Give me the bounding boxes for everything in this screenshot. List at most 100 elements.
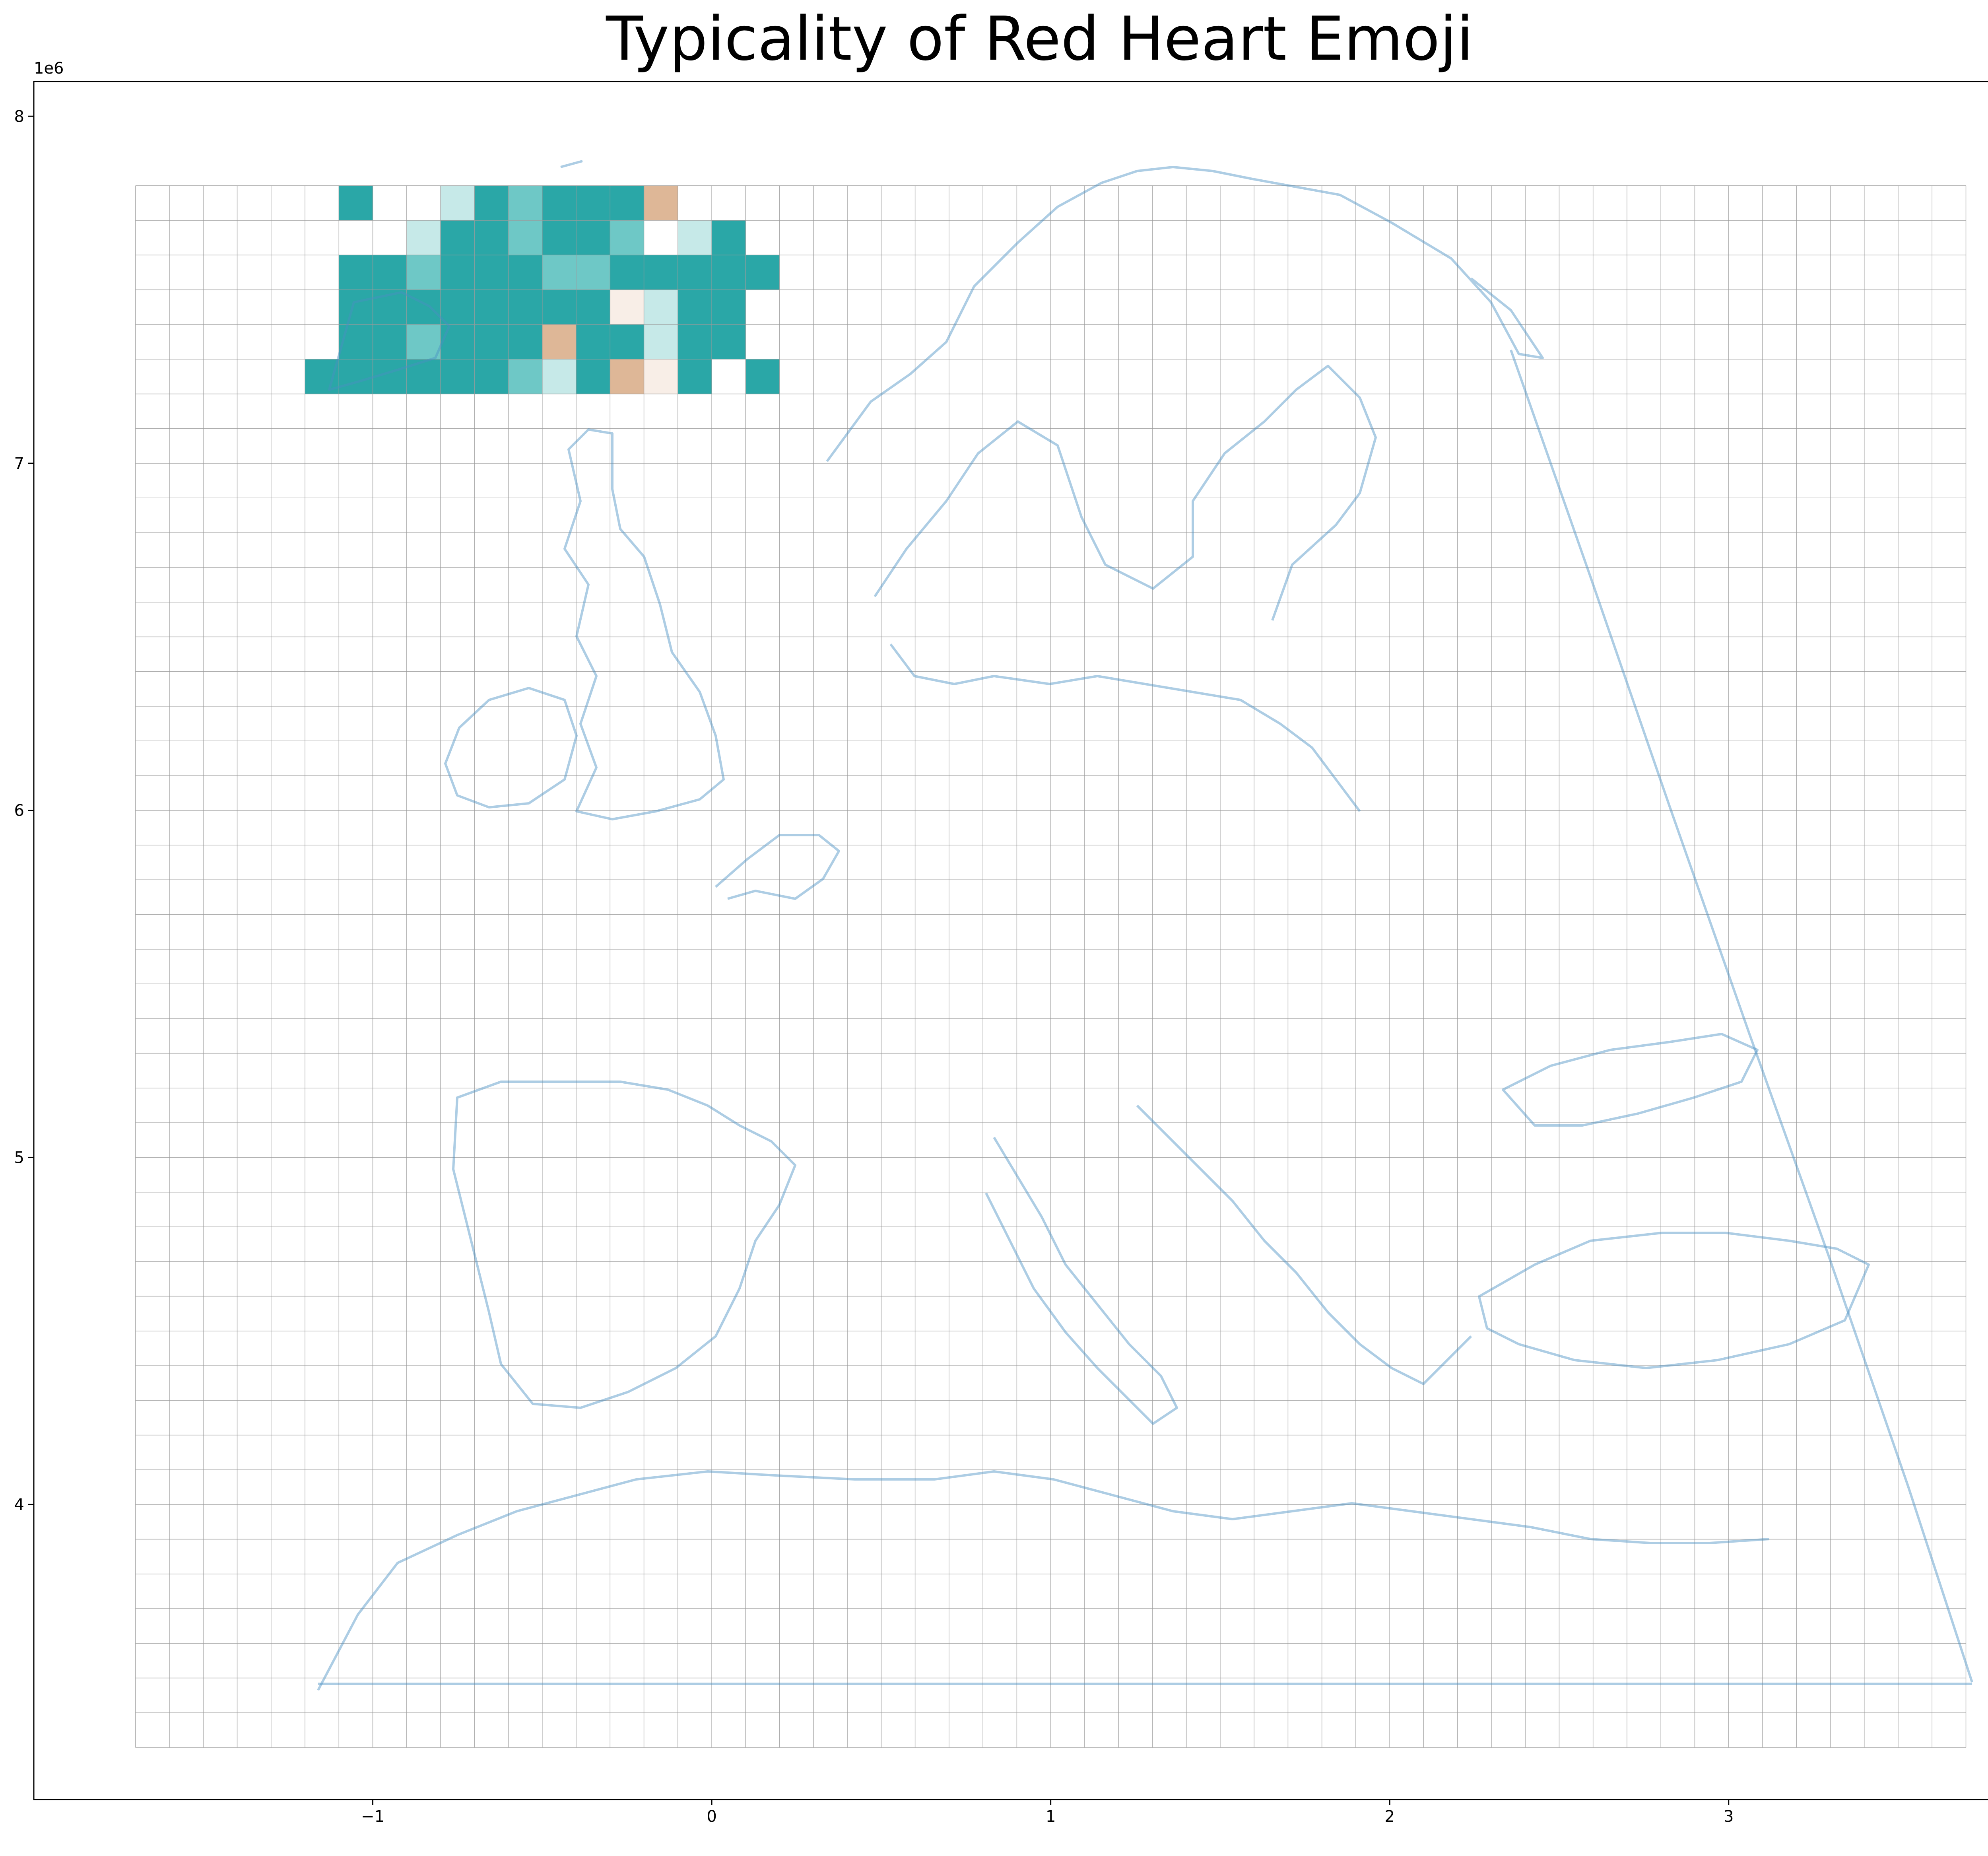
heatmap-cell: [339, 324, 373, 360]
heatmap-cell: [339, 359, 373, 394]
heatmap-cell: [678, 220, 712, 255]
coastline-iceland: [560, 160, 583, 168]
heatmap-cell: [576, 324, 610, 360]
heatmap-cell: [542, 255, 577, 290]
coastline-ireland: [444, 687, 578, 808]
heatmap-cell: [474, 220, 509, 255]
heatmap-cell: [373, 290, 407, 325]
coastline-baltic: [889, 643, 1361, 812]
heatmap-cell: [610, 324, 644, 360]
heatmap-cell: [542, 359, 577, 394]
heatmap-cell: [474, 324, 509, 360]
heatmap-cell: [373, 255, 407, 290]
coastline-iberia: [452, 1081, 796, 1409]
heatmap-cell: [406, 290, 441, 325]
x-tick-label: −1: [361, 1807, 384, 1826]
heatmap-cell: [746, 255, 780, 290]
heatmap-cell: [406, 220, 441, 255]
heatmap-cell: [508, 220, 542, 255]
coastline-sweden-finland: [874, 365, 1377, 621]
heatmap-cell: [576, 290, 610, 325]
coastline-balkans: [1136, 1104, 1472, 1385]
heatmap-cell: [712, 220, 746, 255]
heatmap-cell: [576, 185, 610, 221]
x-tick-label: 1: [1046, 1807, 1056, 1826]
heatmap-cell: [644, 359, 678, 394]
heatmap-cell: [406, 359, 441, 394]
heatmap-cell: [644, 255, 678, 290]
heatmap-cell: [644, 290, 678, 325]
heatmap-cell: [406, 324, 441, 360]
heatmap-cell: [678, 290, 712, 325]
y-tick-label: 4: [14, 1496, 24, 1514]
coastline-black-sea: [1502, 1033, 1759, 1127]
heatmap-cell: [441, 185, 475, 221]
heatmap-cell: [508, 185, 542, 221]
coastline-great-britain: [563, 428, 725, 820]
y-tick-label: 8: [14, 107, 24, 126]
coastline-turkey: [1478, 1232, 1870, 1369]
x-tick-label: 2: [1384, 1807, 1394, 1826]
heatmap-cell: [576, 359, 610, 394]
heatmap-cell: [712, 324, 746, 360]
coastline-greenland: [328, 291, 450, 391]
heatmap-cell: [542, 220, 577, 255]
heatmap-cell: [610, 220, 644, 255]
y-tick-label: 5: [14, 1149, 24, 1167]
heatmap-cell: [474, 255, 509, 290]
heatmap-cell: [373, 359, 407, 394]
coastline-outlines: [317, 160, 1973, 1691]
heatmap-cells: [305, 185, 780, 394]
heatmap-cell: [508, 290, 542, 325]
heatmap-cell: [610, 185, 644, 221]
heatmap-cell: [339, 290, 373, 325]
y-tick-label: 7: [14, 455, 24, 473]
heatmap-cell: [610, 359, 644, 394]
y-offset-label: 1e6: [34, 59, 64, 78]
axes: −10123456781e61e6: [14, 59, 1988, 1826]
x-tick-label: 0: [707, 1807, 716, 1826]
heatmap-cell: [712, 255, 746, 290]
coastline-east-bound: [1510, 350, 1973, 1683]
heatmap-cell: [576, 255, 610, 290]
heatmap-cell: [678, 359, 712, 394]
heatmap-cell: [441, 220, 475, 255]
coastline-france: [715, 834, 840, 900]
heatmap-cell: [576, 220, 610, 255]
heatmap-cell: [542, 324, 577, 360]
grid-lines: [135, 185, 1967, 1748]
heatmap-cell: [644, 324, 678, 360]
x-tick-label: 3: [1724, 1807, 1734, 1826]
heatmap-cell: [508, 324, 542, 360]
heatmap-cell: [305, 359, 339, 394]
heatmap-cell: [474, 185, 509, 221]
heatmap-cell: [678, 255, 712, 290]
heatmap-cell: [508, 359, 542, 394]
coastline-kola: [1339, 194, 1544, 359]
heatmap-cell: [441, 290, 475, 325]
heatmap-cell: [474, 290, 509, 325]
heatmap-cell: [542, 185, 577, 221]
heatmap-cell: [339, 255, 373, 290]
heatmap-cell: [644, 185, 678, 221]
heatmap-cell: [678, 324, 712, 360]
heatmap-cell: [610, 290, 644, 325]
heatmap-cell: [339, 185, 373, 221]
heatmap-cell: [406, 255, 441, 290]
heatmap-cell: [746, 359, 780, 394]
heatmap-cell: [610, 255, 644, 290]
coastline-norway: [826, 166, 1340, 462]
y-tick-label: 6: [14, 802, 24, 820]
plot-frame: [33, 81, 1988, 1800]
coastline-north-africa: [317, 1470, 1770, 1691]
heatmap-cell: [542, 290, 577, 325]
heatmap-cell: [441, 359, 475, 394]
heatmap-cell: [508, 255, 542, 290]
heatmap-cell: [474, 359, 509, 394]
coastline-italy: [985, 1137, 1178, 1425]
heatmap-cell: [712, 290, 746, 325]
chart-title: Typicality of Red Heart Emoji: [606, 3, 1474, 74]
heatmap-cell: [441, 255, 475, 290]
heatmap-cell: [441, 324, 475, 360]
